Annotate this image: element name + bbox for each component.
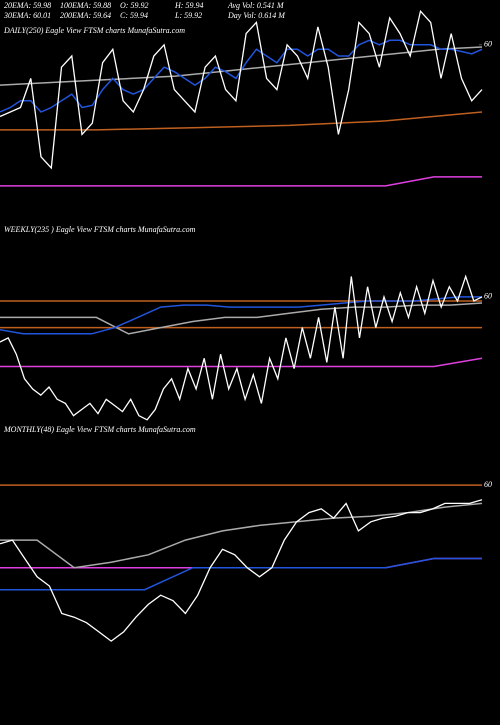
series-line bbox=[0, 296, 482, 335]
y-tick-label: 60 bbox=[484, 292, 492, 301]
header-stat: Avg Vol: 0.541 M bbox=[227, 1, 285, 10]
header-stat: H: 59.94 bbox=[174, 1, 203, 10]
series-line bbox=[0, 39, 483, 113]
series-line bbox=[0, 502, 483, 569]
series-line bbox=[0, 499, 483, 642]
header-stat: 100EMA: 59.88 bbox=[60, 1, 111, 10]
header-stat: 20EMA: 59.98 bbox=[4, 1, 51, 10]
header-stat: O: 59.92 bbox=[120, 1, 148, 10]
header-stat: 200EMA: 59.64 bbox=[60, 11, 111, 20]
header-stat: C: 59.94 bbox=[120, 11, 148, 20]
series-line bbox=[0, 357, 483, 368]
series-line bbox=[0, 9, 483, 170]
panel-label: WEEKLY(235 ) Eagle View FTSM charts Muna… bbox=[4, 225, 196, 234]
panel-label: MONTHLY(48) Eagle View FTSM charts Munaf… bbox=[3, 425, 196, 434]
series-line bbox=[0, 302, 483, 335]
series-line bbox=[0, 176, 482, 187]
header-stat: Day Vol: 0.614 M bbox=[227, 11, 286, 20]
header-stat: 30EMA: 60.01 bbox=[3, 11, 51, 20]
series-line bbox=[0, 274, 483, 421]
y-tick-label: 60 bbox=[484, 480, 492, 489]
series-line bbox=[0, 557, 482, 591]
panel-label: DAILY(250) Eagle View FTSM charts Munafa… bbox=[3, 26, 185, 35]
header-stat: L: 59.92 bbox=[174, 11, 202, 20]
y-tick-label: 60 bbox=[484, 40, 492, 49]
series-line bbox=[0, 111, 483, 131]
